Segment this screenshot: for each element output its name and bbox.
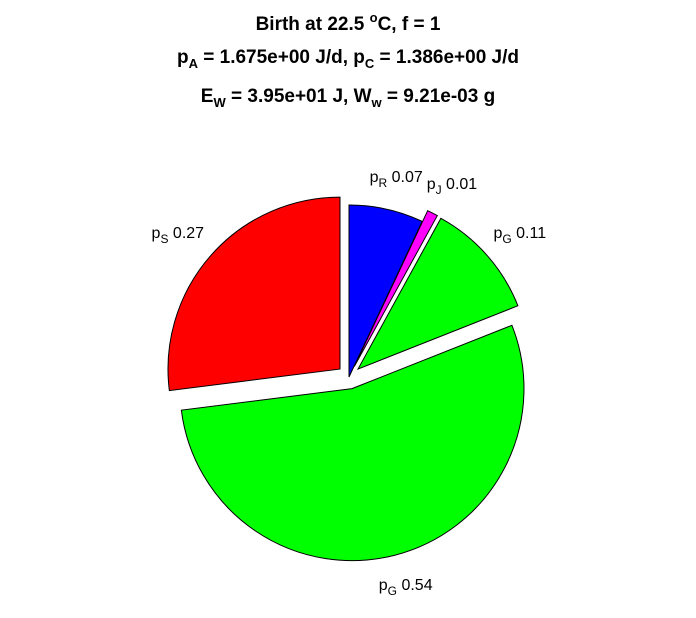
slice-label-value: 0.54 [401, 576, 433, 594]
slice-label-symbol: p [369, 169, 379, 187]
pie-slice-g-3 [180, 324, 525, 562]
slice-label-symbol: p [426, 175, 436, 193]
title-prefix: Birth at 22.5 [255, 14, 370, 35]
ew-value: = 3.95e+01 J, [225, 86, 354, 107]
chart-title: Birth at 22.5 oC, f = 1 [0, 11, 696, 36]
slice-label-value: 0.27 [172, 225, 205, 243]
pc-symbol: p [353, 47, 365, 68]
pc-value: = 1.386e+00 J/d [374, 47, 520, 68]
slice-label-subscript: G [387, 583, 397, 598]
pa-subscript: A [188, 56, 198, 71]
slice-label-subscript: G [502, 232, 512, 247]
pie-slice-g-2 [356, 217, 519, 371]
chart-subtitle-power: pA = 1.675e+00 J/d, pC = 1.386e+00 J/d [0, 47, 696, 71]
ww-value: = 9.21e-03 g [381, 86, 496, 107]
pie-slice-j-1 [353, 210, 438, 367]
slice-label-symbol: p [493, 225, 503, 243]
chart-subtitle-energy: EW = 3.95e+01 J, Ww = 9.21e-03 g [0, 86, 696, 110]
ww-subscript: w [371, 95, 382, 110]
ww-symbol: W [353, 86, 372, 107]
slice-label-value: 0.11 [516, 225, 547, 243]
title-suffix: C, f = 1 [377, 14, 441, 35]
slice-label-subscript: J [435, 182, 442, 197]
ew-symbol: E [200, 86, 214, 107]
slice-label-symbol: p [151, 225, 161, 243]
slice-label-s-4: pS 0.27 [151, 225, 205, 247]
pc-subscript: C [364, 56, 375, 71]
slice-label-j-1: pJ 0.01 [426, 175, 478, 197]
pa-value: = 1.675e+00 J/d, [197, 47, 354, 68]
slice-label-g-3: pG 0.54 [378, 576, 433, 598]
slice-label-value: 0.01 [446, 175, 478, 193]
title-degree-sup: o [369, 10, 378, 25]
slice-label-subscript: R [378, 176, 388, 191]
slice-label-subscript: S [160, 232, 169, 247]
slice-label-g-2: pG 0.11 [493, 225, 547, 247]
slice-label-value: 0.07 [391, 169, 423, 187]
slice-label-symbol: p [378, 576, 388, 594]
pa-symbol: p [176, 47, 189, 68]
slice-label-r-0: pR 0.07 [369, 169, 423, 191]
pie-slice-s-4 [167, 196, 341, 392]
ew-subscript: W [213, 95, 226, 110]
